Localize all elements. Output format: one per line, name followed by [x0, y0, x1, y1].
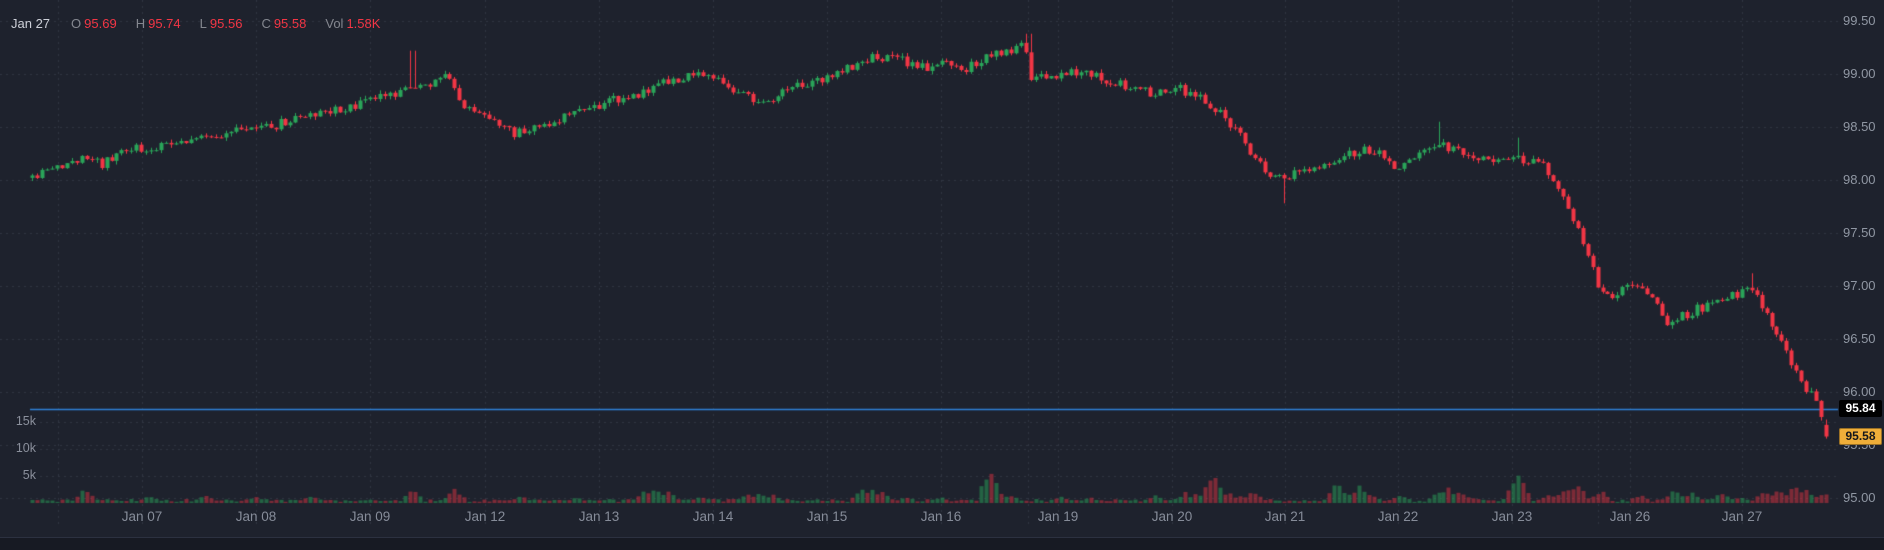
legend-value: 95.69: [84, 16, 117, 31]
date-tick-jan-09: Jan 09: [349, 509, 391, 524]
date-tick-jan-21: Jan 21: [1264, 509, 1306, 524]
legend-key: O: [71, 16, 82, 31]
volume-tick-10k: 10k: [15, 441, 36, 455]
price-tick-98.50: 98.50: [1843, 119, 1876, 134]
price-tick-96.00: 96.00: [1843, 384, 1876, 399]
legend-date: Jan 27: [11, 16, 51, 31]
legend-item-h: H 95.74: [136, 16, 181, 32]
date-tick-jan-27: Jan 27: [1721, 509, 1763, 524]
legend-key: H: [135, 16, 146, 31]
legend-value: 1.58K: [346, 16, 381, 31]
legend-key: Vol: [325, 16, 344, 31]
legend-value: 95.56: [209, 16, 243, 31]
legend-value: 95.74: [148, 16, 181, 31]
legend-key: L: [199, 16, 207, 31]
date-tick-jan-13: Jan 13: [578, 509, 620, 524]
date-tick-jan-19: Jan 19: [1037, 509, 1079, 524]
price-tick-97.50: 97.50: [1843, 225, 1876, 240]
legend-item-c: C 95.58: [261, 16, 306, 32]
ohlc-legend: Jan 27 O 95.69 H 95.74 L 95.56 C 95.58 Vol 1.58K: [11, 16, 399, 32]
legend-value: 95.58: [273, 16, 307, 31]
date-tick-jan-22: Jan 22: [1377, 509, 1419, 524]
volume-tick-15k: 15k: [15, 414, 36, 428]
date-tick-jan-20: Jan 20: [1151, 509, 1193, 524]
chart-plot-area[interactable]: [0, 0, 1884, 537]
last-price-label: 95.58: [1839, 428, 1882, 446]
legend-item-l: L 95.56: [200, 16, 243, 32]
legend-item-vol: Vol 1.58K: [325, 16, 380, 32]
date-tick-jan-08: Jan 08: [235, 509, 277, 524]
price-tick-99.50: 99.50: [1843, 13, 1876, 28]
volume-tick-5k: 5k: [22, 468, 36, 482]
legend-key: C: [261, 16, 271, 31]
date-tick-jan-16: Jan 16: [920, 509, 962, 524]
price-tick-96.50: 96.50: [1843, 331, 1876, 346]
bottom-toolbar-edge: [0, 537, 1884, 550]
legend-item-o: O 95.69: [71, 16, 117, 32]
price-tick-98.00: 98.00: [1843, 172, 1876, 187]
price-line-label: 95.84: [1839, 400, 1882, 418]
date-tick-jan-14: Jan 14: [692, 509, 734, 524]
price-tick-99.00: 99.00: [1843, 66, 1876, 81]
date-tick-jan-07: Jan 07: [121, 509, 163, 524]
date-tick-jan-26: Jan 26: [1609, 509, 1651, 524]
date-tick-jan-23: Jan 23: [1491, 509, 1533, 524]
date-tick-jan-15: Jan 15: [806, 509, 848, 524]
date-tick-jan-12: Jan 12: [464, 509, 506, 524]
price-tick-97.00: 97.00: [1843, 278, 1876, 293]
price-tick-95.00: 95.00: [1843, 490, 1876, 505]
